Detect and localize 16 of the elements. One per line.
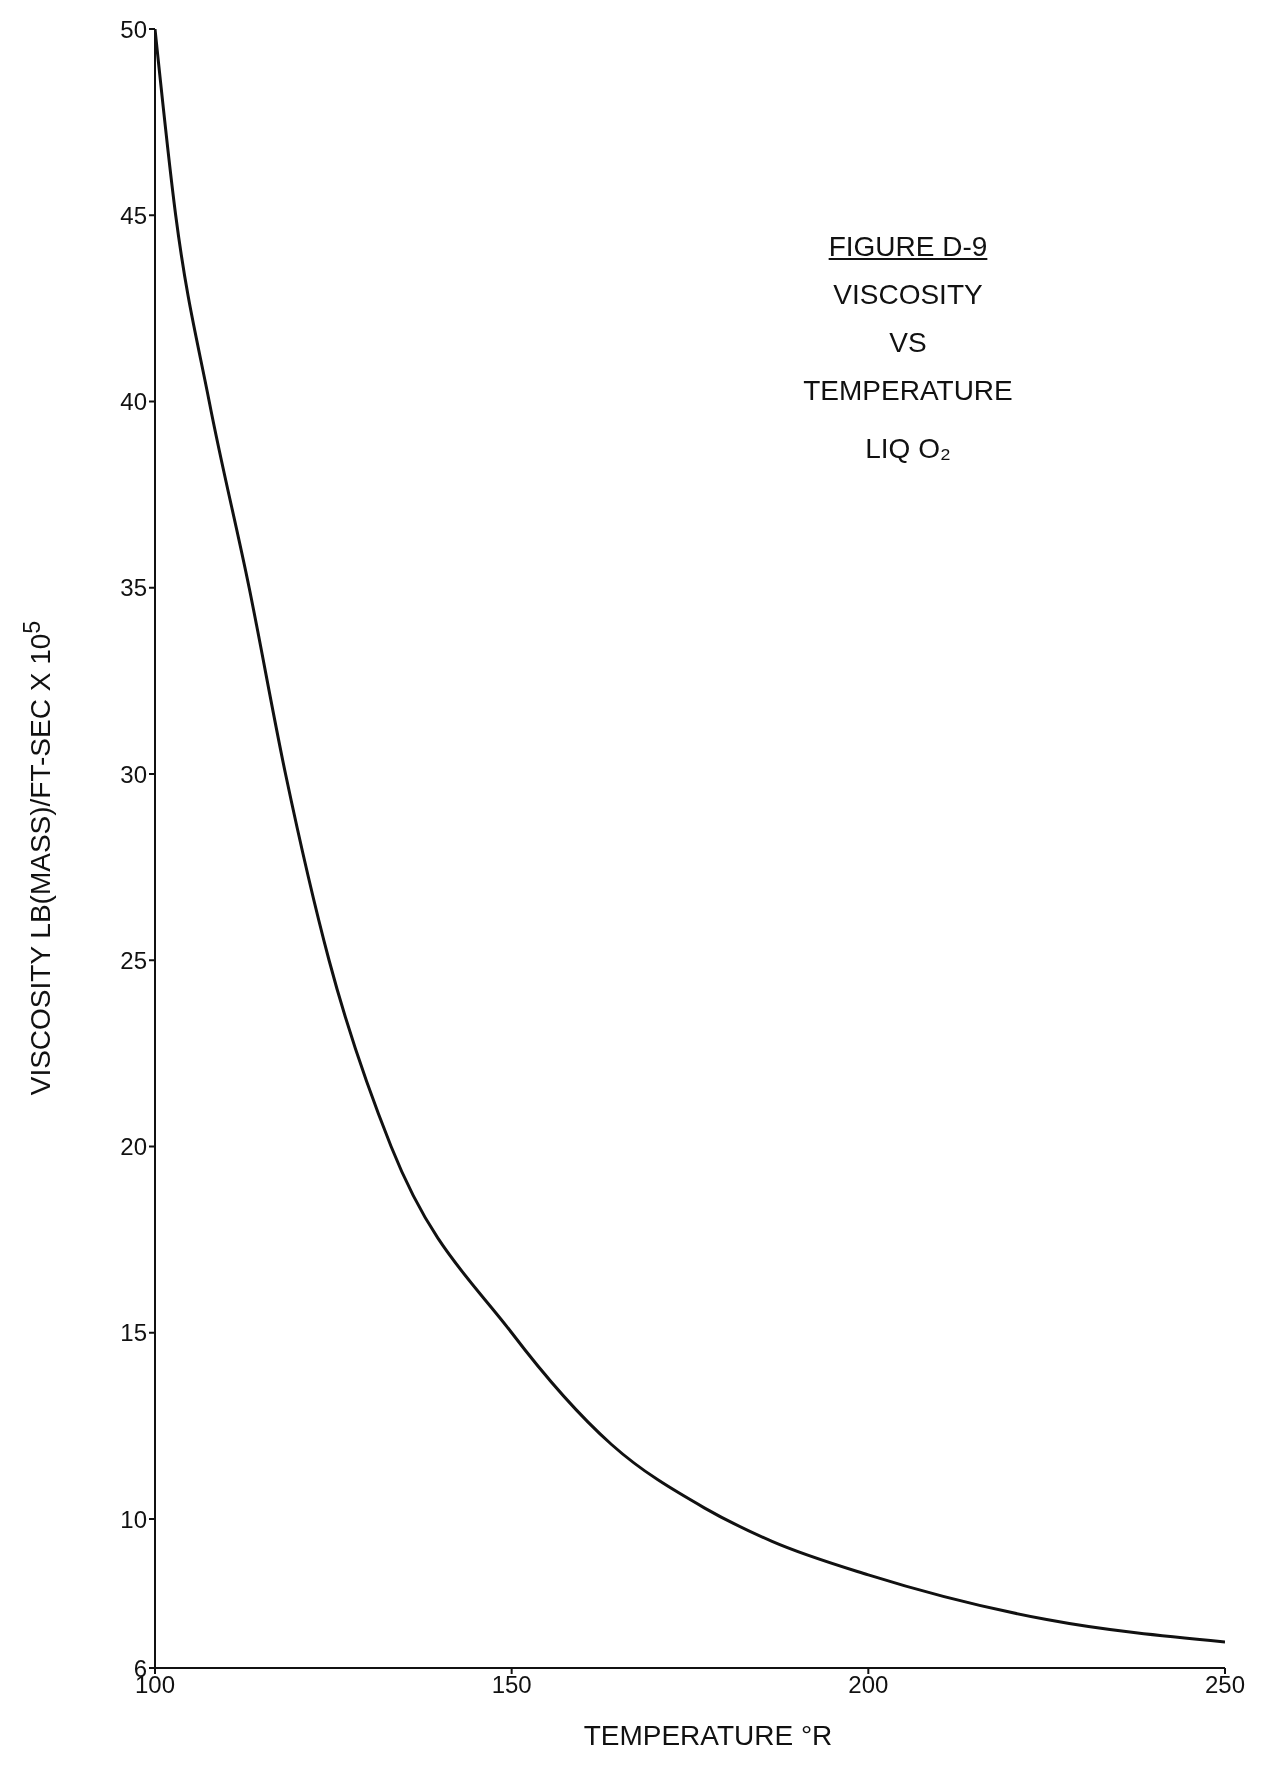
text: FIGURE D-9 (827, 230, 989, 264)
y-tick-label: 50 (120, 15, 147, 43)
y-tick-label: 40 (120, 388, 147, 416)
y-tick-label: 20 (120, 1133, 147, 1161)
x-tick-label: 150 (491, 1671, 532, 1699)
y-tick-label: 30 (120, 760, 147, 788)
y-tick-label: 15 (120, 1319, 147, 1347)
y-tick-label: 25 (120, 946, 147, 974)
x-tick-label: 200 (848, 1671, 889, 1699)
y-tick-label: 45 (120, 201, 147, 229)
y-tick-label: 10 (120, 1505, 147, 1533)
y-tick-label: 35 (120, 574, 147, 602)
x-axis-title: TEMPERATURE °R (582, 1720, 834, 1752)
text: VISCOSITY VS TEMPERATURE (802, 278, 1014, 408)
x-tick-label: 250 (1204, 1671, 1246, 1699)
annotation: LIQ O₂ (864, 432, 952, 466)
